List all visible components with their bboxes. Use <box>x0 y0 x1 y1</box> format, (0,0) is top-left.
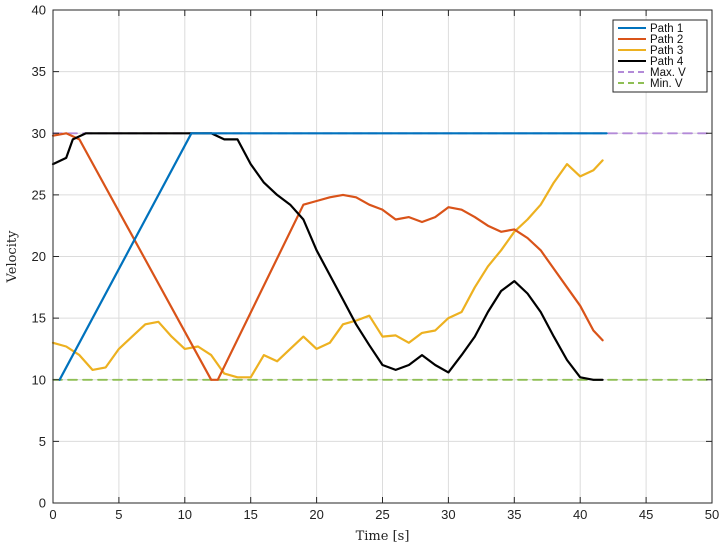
legend-label: Path 1 <box>650 23 683 35</box>
x-tick-label: 40 <box>573 507 587 522</box>
legend-label: Path 2 <box>650 34 683 46</box>
series-group <box>51 132 713 381</box>
x-tick-label: 25 <box>375 507 389 522</box>
y-tick-label: 0 <box>39 496 46 511</box>
x-tick-label: 45 <box>639 507 653 522</box>
legend-box <box>612 19 708 93</box>
legend-label: Max. V <box>650 67 686 79</box>
y-tick-label: 10 <box>32 372 46 387</box>
series-path-3 <box>51 159 604 379</box>
y-tick-label: 35 <box>32 64 46 79</box>
y-axis-label: Velocity <box>5 230 20 284</box>
y-tick-label: 25 <box>32 187 46 202</box>
legend-label: Path 3 <box>650 45 683 57</box>
x-tick-label: 30 <box>441 507 455 522</box>
y-tick-label: 20 <box>32 249 46 264</box>
y-tick-label: 30 <box>32 126 46 141</box>
series-path-2 <box>51 132 604 381</box>
x-tick-label: 20 <box>309 507 323 522</box>
legend-label: Path 4 <box>650 56 684 68</box>
x-tick-label: 15 <box>243 507 257 522</box>
series-path-4 <box>51 132 604 381</box>
y-tick-label: 5 <box>39 434 46 449</box>
x-tick-label: 35 <box>507 507 521 522</box>
tick-labels: 0 5 10 15 20 25 30 35 40 45 50 0 5 10 15 20 25 30 35 40 <box>32 3 720 523</box>
y-tick-label: 15 <box>32 311 46 326</box>
y-tick-label: 40 <box>32 3 46 18</box>
series-path-1 <box>58 132 608 381</box>
x-tick-label: 10 <box>178 507 192 522</box>
x-axis-label: Time [s] <box>356 529 410 544</box>
x-tick-label: 0 <box>49 507 56 522</box>
legend-label: Min. V <box>650 78 683 90</box>
x-tick-label: 5 <box>115 507 122 522</box>
x-tick-label: 50 <box>705 507 719 522</box>
